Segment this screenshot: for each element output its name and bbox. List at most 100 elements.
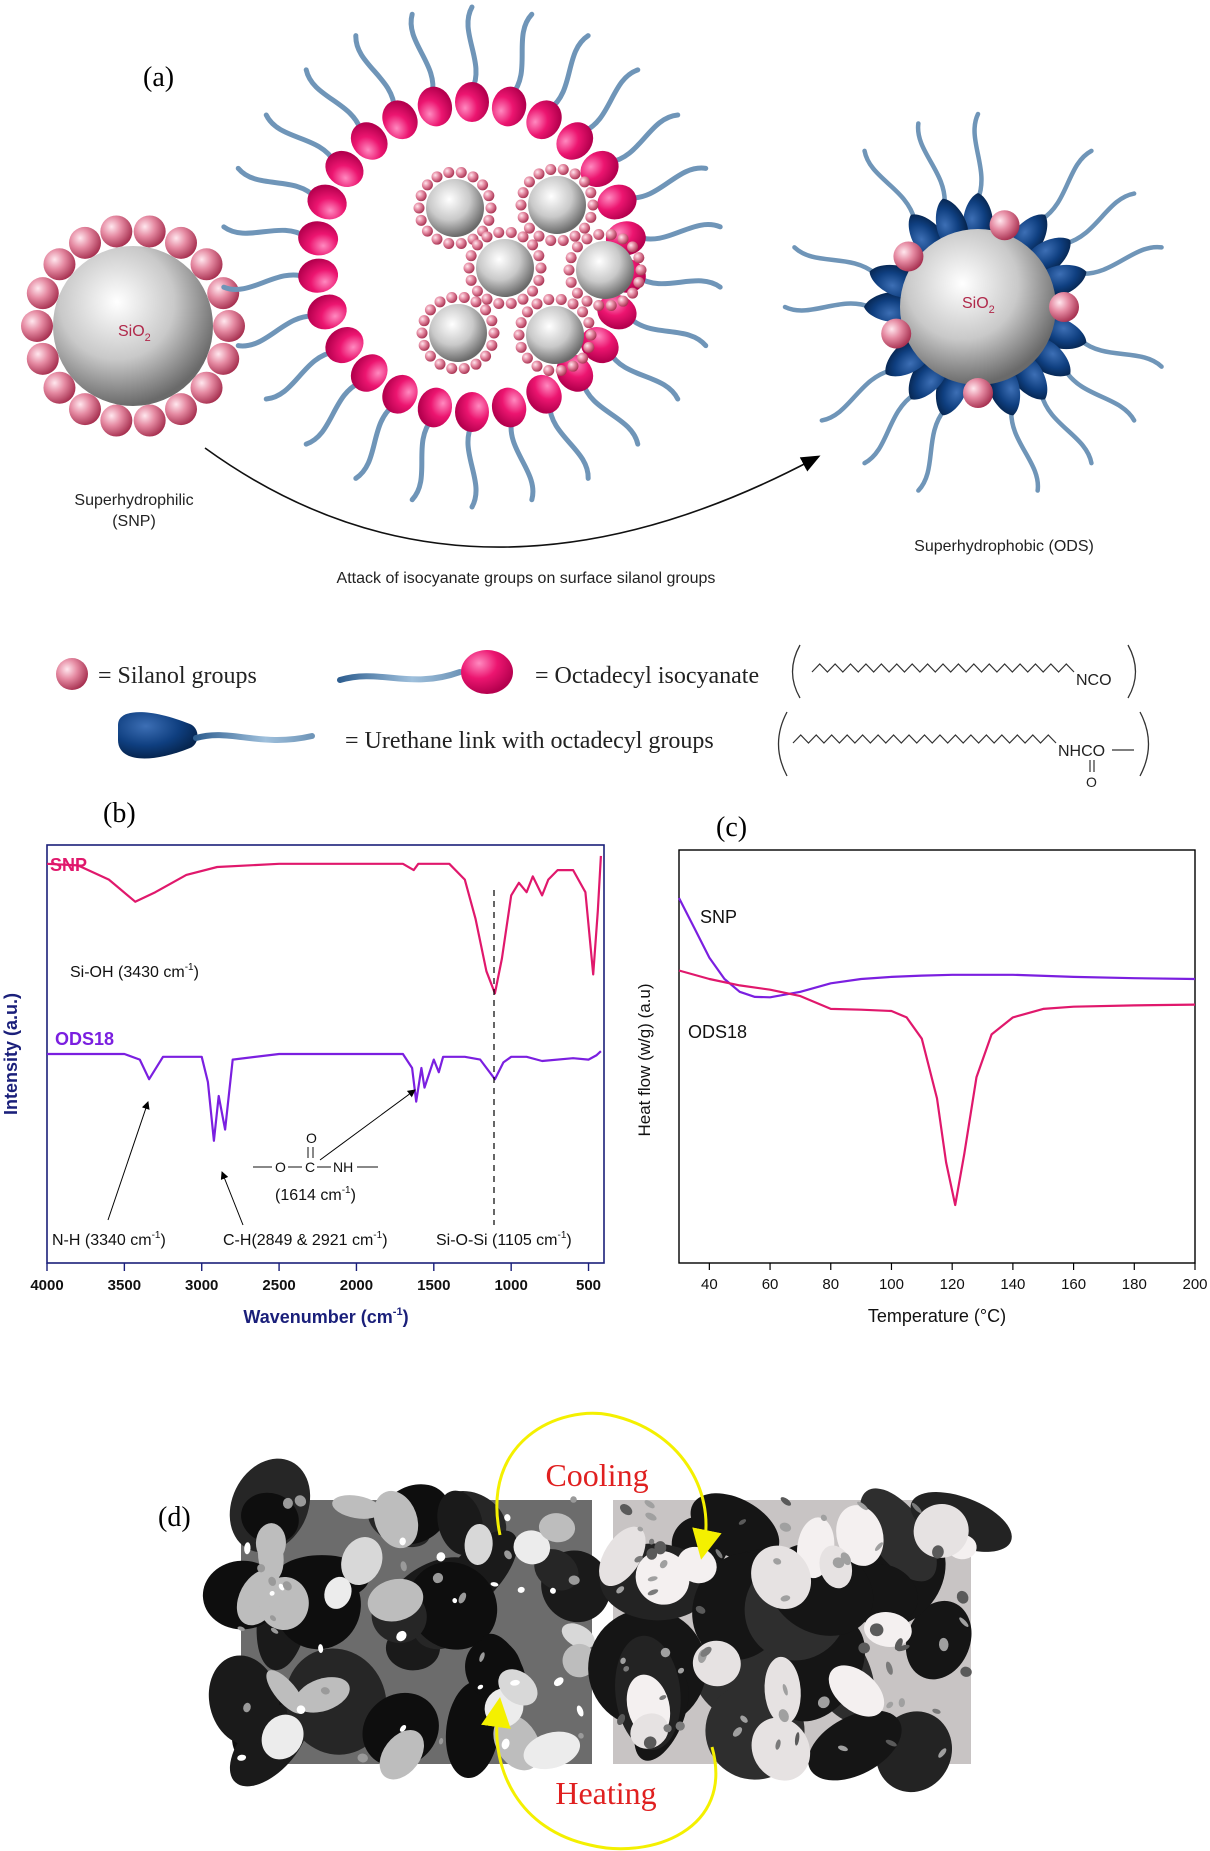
inner-silanol <box>465 274 477 286</box>
micelle-isocyanate-heads <box>298 82 646 432</box>
heating-label: Heating <box>555 1775 656 1811</box>
ftir-annotation-nh: N-H (3340 cm-1) <box>52 1230 166 1249</box>
inner-silanol <box>521 352 533 364</box>
ods-octadecyl-tail <box>1039 148 1094 222</box>
silanol-group <box>165 226 197 259</box>
micro-particle <box>817 1696 830 1709</box>
micro-particle <box>938 1637 949 1652</box>
micro-droplet <box>452 1598 458 1604</box>
urethane-head <box>963 193 993 233</box>
legend: = Silanol groups = Octadecyl isocyanate … <box>56 644 1150 790</box>
micro-particle <box>779 1522 792 1532</box>
snp-core-label: SiO2 <box>118 323 151 344</box>
micro-droplet <box>399 1724 407 1732</box>
ftir-urethane-structure: O O C NH <box>253 1130 378 1175</box>
micro-bright-domain <box>635 1551 690 1605</box>
inner-silanol <box>557 164 569 176</box>
micro-particle <box>654 1541 667 1555</box>
micro-particle <box>820 1514 827 1522</box>
inner-silica-particle <box>429 304 487 362</box>
micro-particle <box>896 1644 910 1652</box>
inner-silanol <box>413 202 425 214</box>
isocyanate-head <box>382 374 418 414</box>
inner-silanol <box>565 252 577 264</box>
dsc-x-tick-label: 60 <box>762 1276 779 1293</box>
ods-silanol-group <box>989 210 1020 241</box>
panel-a-label: (a) <box>143 62 174 93</box>
dsc-frame <box>678 849 1196 1264</box>
octadecyl-tail <box>465 421 479 510</box>
micro-particle <box>938 1748 947 1758</box>
micro-particle <box>773 1558 782 1565</box>
inner-silanol <box>593 229 605 241</box>
legend-urethane-text: = Urethane link with octadecyl groups <box>345 728 714 754</box>
octadecyl-tail <box>221 272 309 292</box>
dsc-series <box>678 897 1196 1207</box>
micro-particle <box>616 1586 625 1594</box>
legend-urethane-paren-right <box>1139 711 1150 777</box>
silanol-group <box>26 277 59 310</box>
ftir-annotation-siosi: Si-O-Si (1105 cm-1) <box>436 1230 572 1249</box>
isocyanate-head <box>298 258 339 293</box>
micro-dark-domain <box>534 1549 579 1591</box>
inner-silanol <box>517 211 529 223</box>
micro-dark-domain <box>208 1655 280 1746</box>
micro-particle <box>911 1502 922 1513</box>
inner-silanol <box>486 315 498 327</box>
inner-silanol <box>585 211 597 223</box>
micro-droplet <box>237 1754 247 1761</box>
silanol-group <box>213 310 245 342</box>
micro-droplet <box>504 1514 511 1522</box>
inner-silanol <box>617 295 629 307</box>
inner-silanol <box>421 179 433 191</box>
ftir-struct-c: C <box>305 1159 315 1175</box>
isocyanate-head <box>307 294 347 330</box>
legend-urethane-tail <box>193 732 315 743</box>
octadecyl-tail <box>263 349 338 402</box>
reaction-caption: Attack of isocyanate groups on surface s… <box>337 570 716 587</box>
inner-silanol <box>585 329 597 341</box>
silanol-group <box>43 371 76 404</box>
ods-octadecyl-tail <box>916 407 947 493</box>
isocyanate-head <box>580 150 619 187</box>
ods-octadecyl-tail <box>862 148 917 222</box>
micro-droplet <box>568 1575 580 1585</box>
isocyanate-head <box>417 387 453 428</box>
ftir-x-axis-label: Wavenumber (cm-1) <box>243 1306 408 1327</box>
ods-octadecyl-tail <box>862 392 917 466</box>
micro-droplet <box>269 1590 275 1596</box>
micro-particle <box>643 1736 657 1749</box>
ods-silanol-group <box>893 241 924 272</box>
inner-silanol <box>477 179 489 191</box>
micro-droplet <box>294 1495 307 1507</box>
micro-bright-domain <box>864 1612 912 1647</box>
octadecyl-tail <box>509 11 535 98</box>
reaction-arrow <box>204 447 821 548</box>
inner-silanol <box>585 187 597 199</box>
micro-particle <box>959 1617 969 1627</box>
octadecyl-tail <box>508 416 536 503</box>
inner-silanol <box>416 327 428 339</box>
legend-urethane-paren-left <box>777 711 788 777</box>
snp-particle: SiO2 <box>21 215 245 437</box>
octadecyl-tail <box>303 67 364 135</box>
octadecyl-tail <box>580 67 641 135</box>
micro-particle <box>677 1667 685 1674</box>
micro-particle <box>869 1623 884 1637</box>
micro-particle <box>634 1555 643 1563</box>
ftir-annotation-ch: C-H(2849 & 2921 cm-1) <box>223 1230 388 1249</box>
ftir-series-line-ods18 <box>47 1050 602 1142</box>
octadecyl-tail <box>465 4 479 93</box>
inner-silanol <box>446 292 458 304</box>
micro-droplet <box>458 1592 467 1604</box>
micro-bright-domain <box>367 1578 424 1622</box>
ftir-struct-o-top: O <box>306 1130 317 1146</box>
inner-silanol <box>515 317 527 329</box>
micro-droplet <box>243 1702 251 1713</box>
inner-silanol <box>471 285 483 297</box>
legend-isocyanate-chain <box>811 663 1075 673</box>
urethane-head <box>935 373 969 416</box>
inner-silanol <box>533 274 545 286</box>
ods-core <box>900 229 1056 385</box>
